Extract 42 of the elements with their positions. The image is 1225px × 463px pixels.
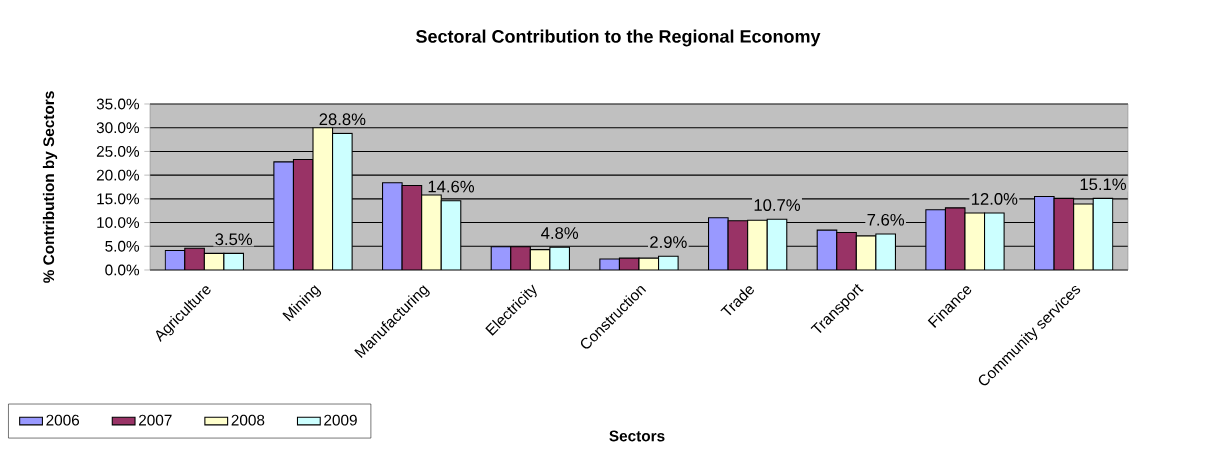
y-tick-label: 20.0% <box>96 169 140 181</box>
bar <box>382 182 403 270</box>
y-tick-label: 5.0% <box>105 240 140 252</box>
bar <box>421 194 442 270</box>
y-tick-label: 35.0% <box>96 98 140 110</box>
bar <box>273 161 294 270</box>
legend-label: 2006 <box>46 414 80 426</box>
bar <box>510 246 531 270</box>
y-tick-label: 25.0% <box>96 145 140 157</box>
bar <box>292 158 314 270</box>
data-label: 2.9% <box>650 236 687 248</box>
data-label: 10.7% <box>754 199 801 211</box>
bar <box>925 209 946 270</box>
x-axis-title: Sectors <box>609 430 665 442</box>
y-tick-label: 0.0% <box>105 264 140 276</box>
data-label: 28.8% <box>319 113 366 126</box>
chart-title: Sectoral Contribution to the Regional Economy <box>416 29 821 47</box>
bar <box>332 132 353 270</box>
y-tick-label: 30.0% <box>96 122 140 134</box>
bar <box>727 220 749 270</box>
y-tick-label: 15.0% <box>97 193 140 205</box>
bar <box>440 200 462 270</box>
bar <box>1073 203 1094 270</box>
bar <box>836 231 857 270</box>
bar <box>1053 197 1075 270</box>
y-axis-title: % Contribution by Sectors <box>42 91 58 283</box>
bar <box>312 127 334 270</box>
data-label: 3.5% <box>215 233 253 246</box>
data-label: 12.0% <box>971 193 1018 205</box>
data-label: 4.8% <box>541 227 579 239</box>
data-label: 15.1% <box>1080 178 1127 191</box>
bar <box>708 217 729 270</box>
bar <box>747 219 768 270</box>
bar <box>1092 197 1114 270</box>
data-label: 7.6% <box>867 213 905 226</box>
y-tick-label: 10.0% <box>97 217 140 228</box>
data-label: 14.6% <box>428 180 475 193</box>
legend-label: 2009 <box>324 414 357 426</box>
bar <box>1033 195 1055 270</box>
bar <box>401 185 423 270</box>
legend-label: 2007 <box>139 414 172 426</box>
legend-label: 2008 <box>231 414 265 426</box>
